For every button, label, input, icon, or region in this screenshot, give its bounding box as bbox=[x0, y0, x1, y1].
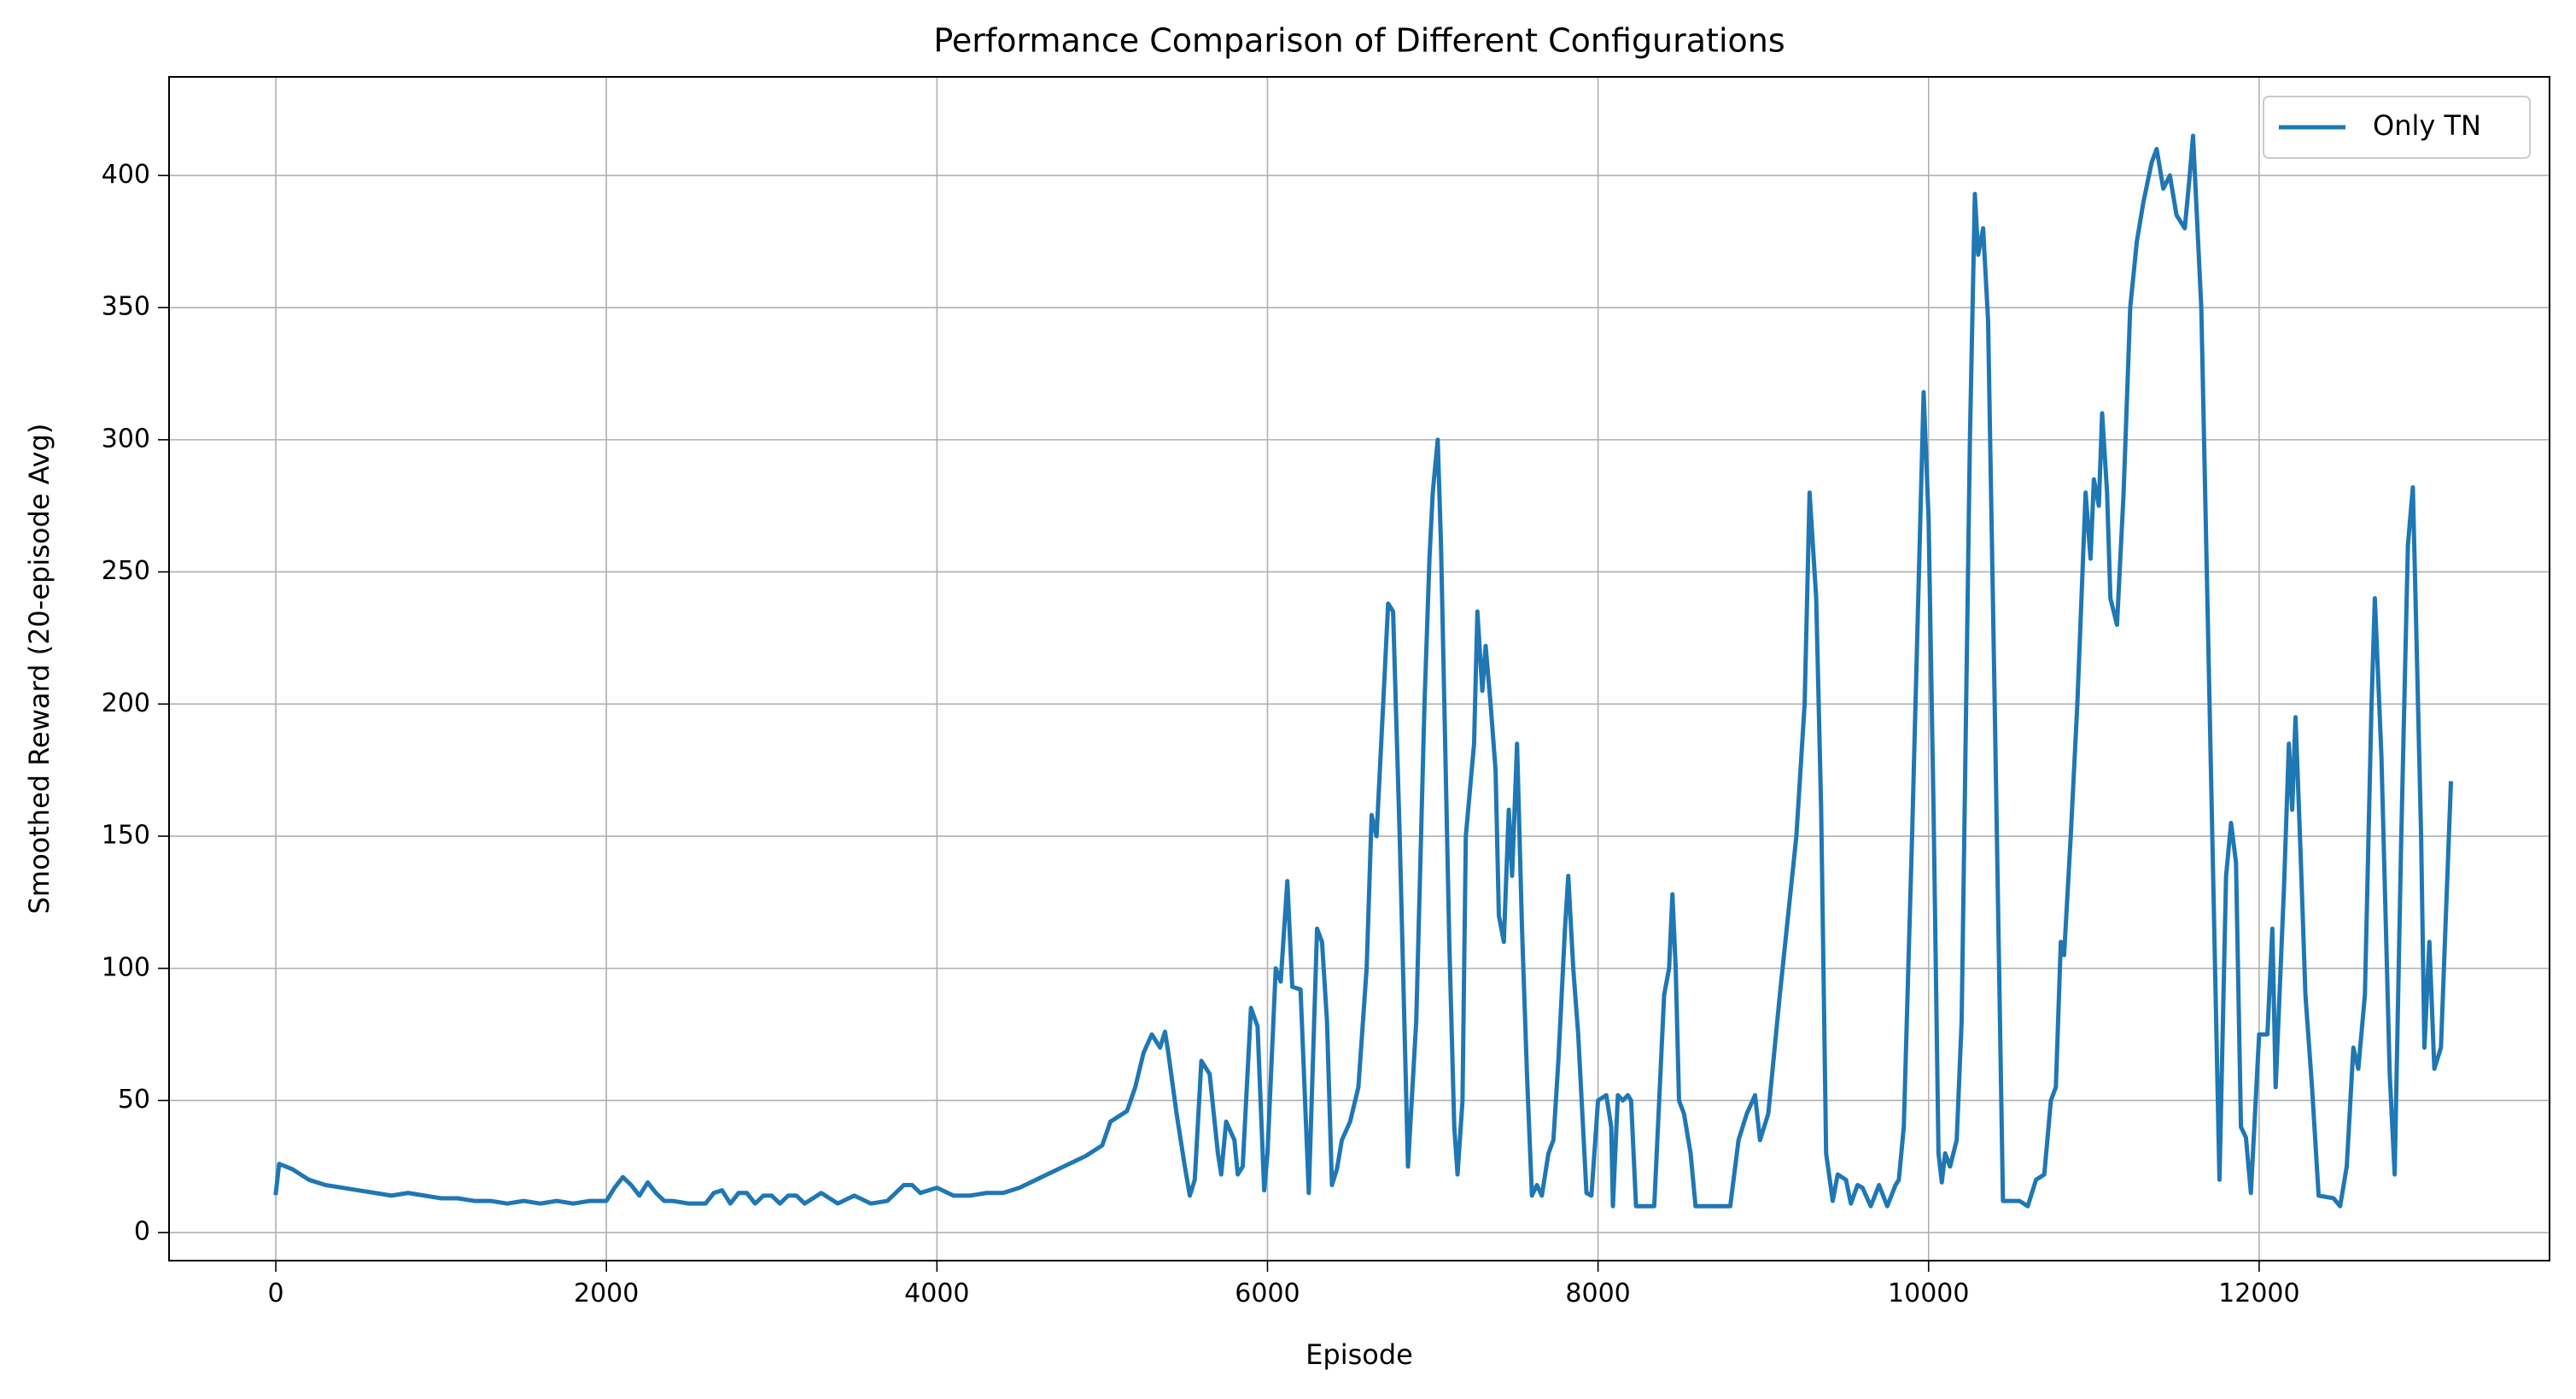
x-tick-label: 0 bbox=[267, 1279, 283, 1308]
y-tick-label: 300 bbox=[102, 424, 150, 454]
data-line bbox=[273, 133, 2454, 1209]
x-tick-label: 2000 bbox=[574, 1279, 639, 1308]
x-tick-label: 8000 bbox=[1565, 1279, 1630, 1308]
x-tick-label: 10000 bbox=[1888, 1279, 1969, 1308]
grid bbox=[169, 77, 2550, 1261]
legend: Only TN bbox=[2263, 96, 2531, 159]
y-tick-label: 350 bbox=[102, 292, 150, 322]
ticks: 0 2000 4000 6000 8000 10000 12000 0 50 100 150 200 2… bbox=[102, 160, 2300, 1308]
x-axis-label: Episode bbox=[1306, 1338, 1413, 1371]
y-tick-label: 400 bbox=[102, 160, 150, 190]
x-tick-label: 4000 bbox=[904, 1279, 969, 1308]
y-axis-label: Smoothed Reward (20-episode Avg) bbox=[23, 424, 55, 915]
y-tick-label: 50 bbox=[118, 1085, 150, 1115]
y-tick-label: 150 bbox=[102, 821, 150, 851]
chart-title: Performance Comparison of Different Conf… bbox=[933, 22, 1785, 60]
axes-frame bbox=[168, 76, 2550, 1261]
y-tick-label: 0 bbox=[134, 1217, 150, 1247]
x-tick-label: 6000 bbox=[1235, 1279, 1300, 1308]
y-tick-label: 100 bbox=[102, 952, 150, 982]
y-tick-label: 200 bbox=[102, 688, 150, 718]
x-tick-label: 12000 bbox=[2218, 1279, 2299, 1308]
plot-area bbox=[273, 133, 2454, 1209]
legend-box bbox=[2263, 96, 2531, 159]
legend-label: Only TN bbox=[2373, 109, 2481, 142]
y-tick-label: 250 bbox=[102, 556, 150, 586]
